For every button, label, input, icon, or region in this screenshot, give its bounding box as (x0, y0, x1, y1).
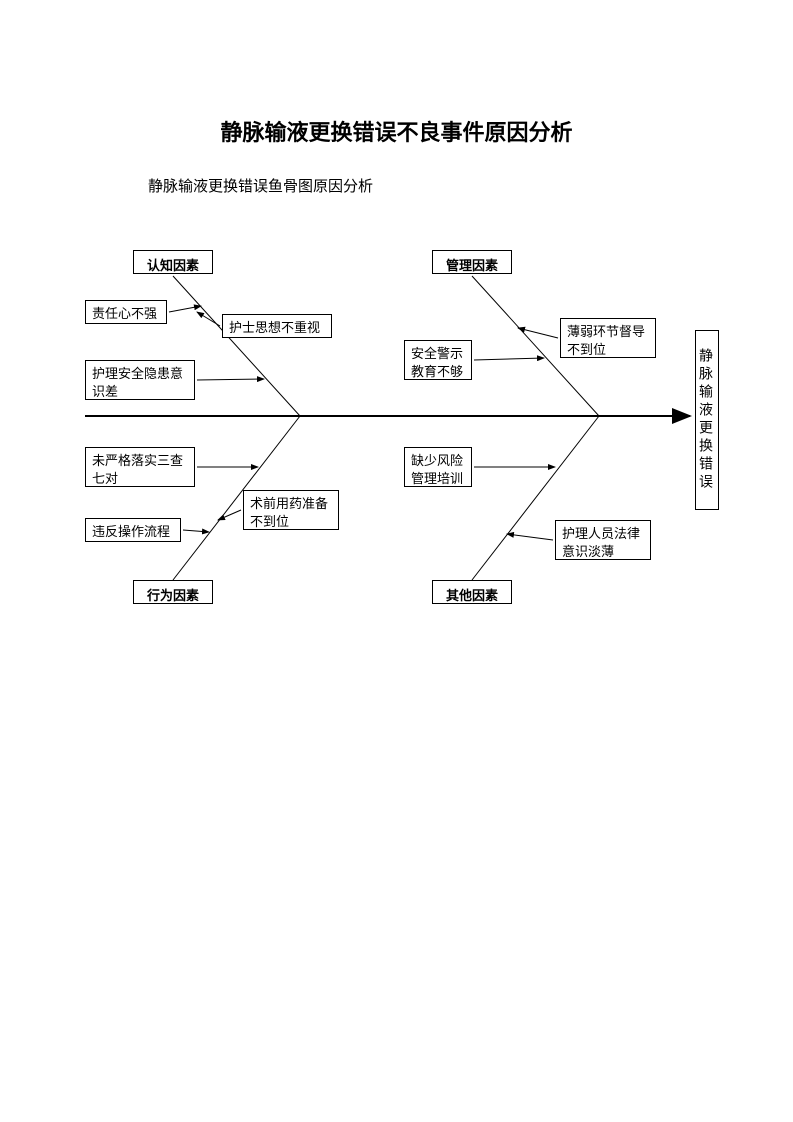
category-cognitive: 认知因素 (133, 250, 213, 274)
cause-box: 护士思想不重视 (222, 314, 332, 338)
cause-box: 缺少风险管理培训 (404, 447, 472, 487)
cause-box: 违反操作流程 (85, 518, 181, 542)
category-management: 管理因素 (432, 250, 512, 274)
cause-box: 护理人员法律意识淡薄 (555, 520, 651, 560)
category-other: 其他因素 (432, 580, 512, 604)
cause-box: 未严格落实三查七对 (85, 447, 195, 487)
subtitle: 静脉输液更换错误鱼骨图原因分析 (148, 175, 373, 196)
cause-box: 薄弱环节督导不到位 (560, 318, 656, 358)
cause-box: 护理安全隐患意识差 (85, 360, 195, 400)
effect-box: 静脉输液更换错误 (695, 330, 719, 510)
category-behavior: 行为因素 (133, 580, 213, 604)
cause-box: 安全警示教育不够 (404, 340, 472, 380)
fishbone-diagram (0, 0, 793, 1122)
cause-box: 术前用药准备不到位 (243, 490, 339, 530)
cause-box: 责任心不强 (85, 300, 167, 324)
page-title: 静脉输液更换错误不良事件原因分析 (0, 115, 793, 147)
